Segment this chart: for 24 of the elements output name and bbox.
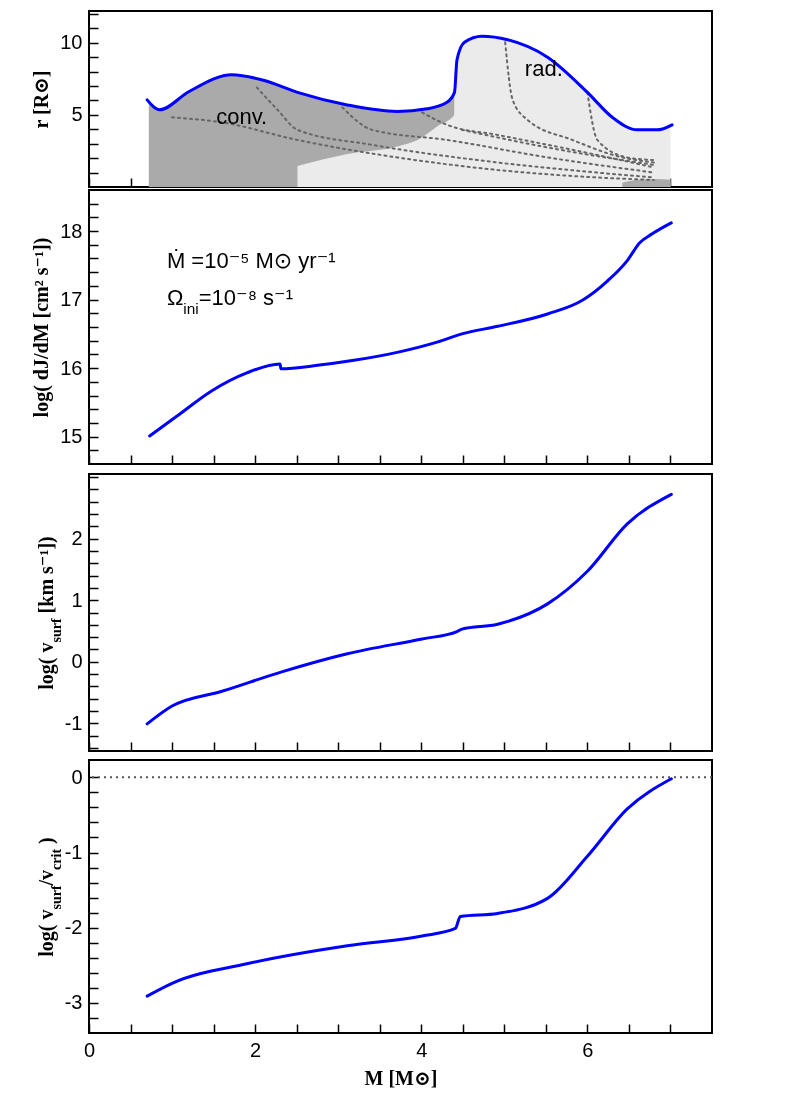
x-axis-title: M [M⊙] [364,1066,438,1089]
y-tick-label: 17 [60,288,83,311]
x-tick-label: 2 [250,1038,262,1061]
annotation: conv. [216,103,268,129]
y-tick-label: 0 [71,650,83,673]
x-tick-label: 6 [582,1038,594,1061]
y-axis-title: r [R⊙] [30,70,53,129]
y-tick-label: 2 [71,527,83,550]
y-tick-label: 5 [71,103,83,126]
y-tick-label: -1 [64,711,83,734]
y-tick-label: 15 [60,425,83,448]
annotation: rad. [524,56,563,82]
annotation: Ω$_{ini}$=10⁻⁸ s⁻¹ [166,285,293,317]
y-tick-label: 0 [71,765,83,788]
y-tick-label: 18 [60,219,83,242]
x-tick-label: 4 [416,1038,428,1061]
y-tick-label: -2 [64,916,83,939]
y-axis-title: log( dJ/dM [cm² s⁻¹]) [30,237,54,418]
y-tick-label: 1 [71,588,83,611]
y-tick-label: 10 [60,31,83,54]
annotation: Ṁ =10⁻⁵ M⊙ yr⁻¹ [166,248,336,274]
y-tick-label: -3 [64,991,83,1014]
y-tick-label: 16 [60,356,83,379]
y-tick-label: -1 [64,841,83,863]
